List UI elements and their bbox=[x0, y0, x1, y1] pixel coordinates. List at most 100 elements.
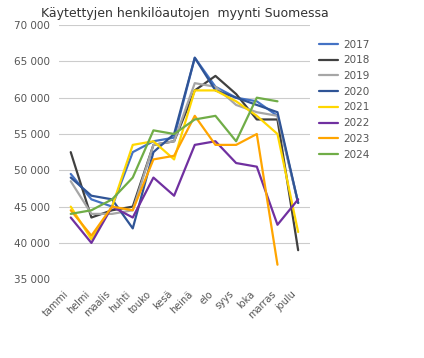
2022 bbox=[213, 139, 218, 144]
2021 bbox=[68, 204, 73, 209]
Title: Käytettyjen henkilöautojen  myynti Suomessa: Käytettyjen henkilöautojen myynti Suomes… bbox=[41, 7, 328, 20]
2019 bbox=[109, 212, 114, 216]
2023 bbox=[130, 208, 135, 212]
2018 bbox=[254, 117, 259, 122]
2022 bbox=[89, 241, 94, 245]
2021 bbox=[296, 230, 301, 234]
2017 bbox=[172, 135, 177, 140]
2020 bbox=[130, 226, 135, 231]
2024 bbox=[89, 208, 94, 212]
2018 bbox=[275, 117, 280, 122]
2023 bbox=[109, 204, 114, 209]
Line: 2024: 2024 bbox=[71, 98, 277, 214]
2022 bbox=[275, 223, 280, 227]
2017 bbox=[68, 172, 73, 176]
2017 bbox=[275, 114, 280, 118]
2023 bbox=[192, 114, 197, 118]
2021 bbox=[151, 139, 156, 144]
2020 bbox=[254, 103, 259, 107]
2024 bbox=[151, 128, 156, 132]
2020 bbox=[89, 194, 94, 198]
2023 bbox=[234, 143, 239, 147]
2018 bbox=[213, 74, 218, 78]
2021 bbox=[213, 88, 218, 93]
2024 bbox=[68, 212, 73, 216]
Line: 2018: 2018 bbox=[71, 76, 298, 250]
2024 bbox=[172, 132, 177, 136]
2019 bbox=[68, 179, 73, 183]
2017 bbox=[89, 197, 94, 202]
Line: 2019: 2019 bbox=[71, 83, 298, 214]
2018 bbox=[192, 88, 197, 93]
2018 bbox=[130, 204, 135, 209]
2023 bbox=[172, 154, 177, 158]
2023 bbox=[213, 143, 218, 147]
2020 bbox=[296, 201, 301, 205]
Line: 2020: 2020 bbox=[71, 58, 298, 228]
2023 bbox=[254, 132, 259, 136]
2019 bbox=[89, 212, 94, 216]
2018 bbox=[172, 139, 177, 144]
2017 bbox=[130, 150, 135, 154]
2018 bbox=[296, 248, 301, 252]
2020 bbox=[192, 55, 197, 60]
2022 bbox=[172, 194, 177, 198]
2017 bbox=[213, 84, 218, 89]
2021 bbox=[172, 157, 177, 161]
2017 bbox=[151, 139, 156, 144]
2018 bbox=[68, 150, 73, 154]
2019 bbox=[151, 143, 156, 147]
2024 bbox=[130, 175, 135, 180]
2023 bbox=[151, 157, 156, 161]
2022 bbox=[234, 161, 239, 165]
2024 bbox=[192, 117, 197, 122]
2019 bbox=[296, 201, 301, 205]
2017 bbox=[109, 204, 114, 209]
2024 bbox=[234, 139, 239, 144]
2019 bbox=[172, 139, 177, 144]
2018 bbox=[151, 143, 156, 147]
2022 bbox=[109, 204, 114, 209]
2022 bbox=[130, 216, 135, 220]
2020 bbox=[172, 132, 177, 136]
2020 bbox=[109, 197, 114, 202]
2022 bbox=[254, 165, 259, 169]
2017 bbox=[254, 99, 259, 103]
2018 bbox=[109, 208, 114, 212]
2019 bbox=[130, 208, 135, 212]
2021 bbox=[234, 99, 239, 103]
2023 bbox=[68, 208, 73, 212]
2017 bbox=[296, 201, 301, 205]
2021 bbox=[130, 143, 135, 147]
2017 bbox=[192, 55, 197, 60]
2017 bbox=[234, 96, 239, 100]
2020 bbox=[213, 88, 218, 93]
2024 bbox=[213, 114, 218, 118]
2023 bbox=[89, 233, 94, 238]
Line: 2023: 2023 bbox=[71, 116, 277, 265]
2019 bbox=[254, 110, 259, 114]
2022 bbox=[296, 197, 301, 202]
2020 bbox=[275, 110, 280, 114]
2024 bbox=[109, 197, 114, 202]
Line: 2017: 2017 bbox=[71, 58, 298, 207]
Line: 2021: 2021 bbox=[71, 91, 298, 239]
2021 bbox=[254, 114, 259, 118]
2021 bbox=[89, 237, 94, 241]
2022 bbox=[192, 143, 197, 147]
2022 bbox=[68, 216, 73, 220]
2019 bbox=[213, 84, 218, 89]
2018 bbox=[234, 92, 239, 96]
2019 bbox=[234, 103, 239, 107]
2023 bbox=[275, 262, 280, 267]
2022 bbox=[151, 175, 156, 180]
2020 bbox=[234, 96, 239, 100]
2019 bbox=[275, 114, 280, 118]
Line: 2022: 2022 bbox=[71, 141, 298, 243]
2021 bbox=[192, 88, 197, 93]
2021 bbox=[275, 132, 280, 136]
2024 bbox=[275, 99, 280, 103]
2020 bbox=[151, 150, 156, 154]
2020 bbox=[68, 175, 73, 180]
2018 bbox=[89, 216, 94, 220]
